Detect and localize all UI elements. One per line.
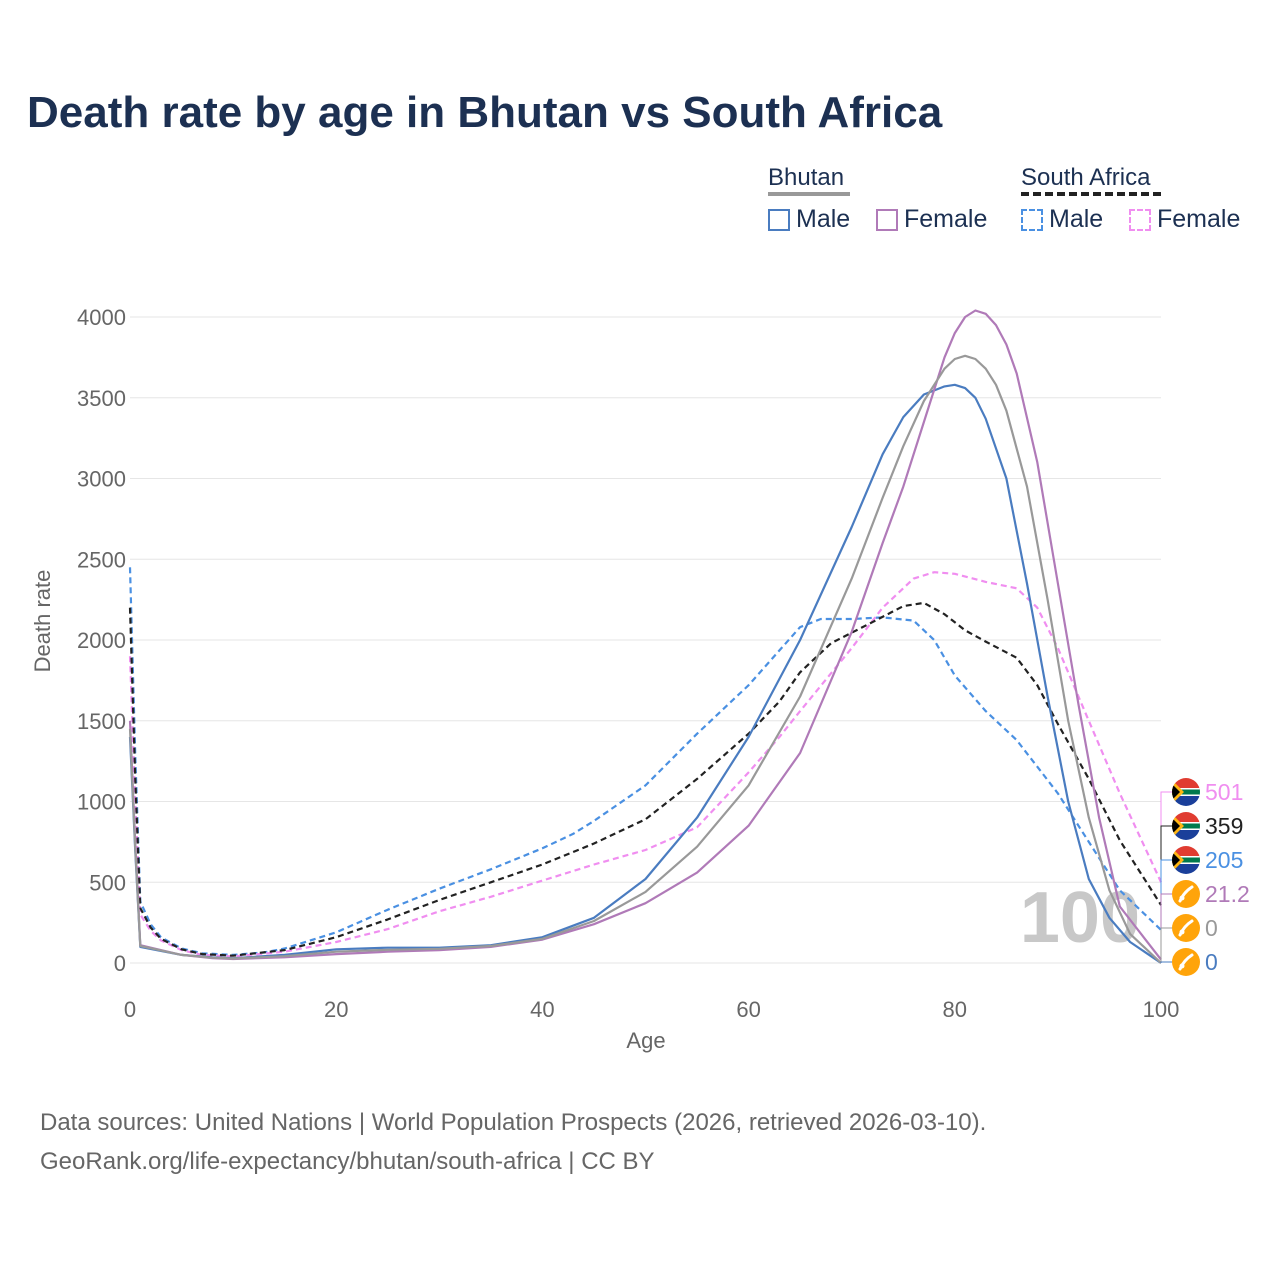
legend-item-south-africa-male[interactable]: Male <box>1021 205 1103 234</box>
end-label-connector <box>1160 893 1172 960</box>
x-tick-label: 40 <box>530 997 554 1022</box>
legend-group-bhutan[interactable]: Bhutan <box>768 164 845 191</box>
end-value-label: 359 <box>1205 813 1243 839</box>
y-tick-label: 1000 <box>77 790 126 815</box>
footer-url[interactable]: GeoRank.org/life-expectancy/bhutan/south… <box>40 1148 655 1175</box>
end-label-connector <box>1160 825 1172 905</box>
x-axis-label: Age <box>626 1028 665 1053</box>
south-africa-flag-icon <box>1172 812 1200 840</box>
y-axis-ticks: 0 500 1000 1500 2000 2500 3000 3500 4000 <box>77 305 126 976</box>
y-tick-label: 0 <box>114 951 126 976</box>
end-label-connector <box>1160 961 1172 963</box>
chart-title: Death rate by age in Bhutan vs South Afr… <box>27 88 943 137</box>
legend-swatch-south-africa-male <box>1021 208 1043 231</box>
end-label-connector <box>1160 791 1172 883</box>
end-value-label: 0 <box>1205 949 1218 975</box>
legend-item-bhutan-female[interactable]: Female <box>876 205 987 234</box>
y-tick-label: 3500 <box>77 386 126 411</box>
legend-swatch-bhutan-female <box>876 208 898 231</box>
y-tick-label: 4000 <box>77 305 126 330</box>
footer-sources: Data sources: United Nations | World Pop… <box>40 1109 987 1136</box>
end-labels: 501 359 205 21.2 0 0 <box>1160 778 1250 976</box>
series-bhutan-male[interactable] <box>128 383 1162 964</box>
series-south-africa-male[interactable] <box>128 567 1162 956</box>
legend-item-bhutan-male[interactable]: Male <box>768 205 850 234</box>
legend-line-bhutan <box>768 192 850 196</box>
end-label-connector <box>1160 859 1172 930</box>
south-africa-flag-icon <box>1172 778 1200 806</box>
y-axis-label: Death rate <box>30 570 55 673</box>
legend-label-south-africa-male: Male <box>1049 205 1104 233</box>
legend-line-south-africa <box>1021 192 1161 196</box>
legend-label-south-africa-female: Female <box>1157 205 1241 233</box>
y-tick-label: 2000 <box>77 628 126 653</box>
y-tick-label: 2500 <box>77 547 126 572</box>
gridlines <box>130 316 1161 964</box>
series-bhutan-total[interactable] <box>128 354 1162 964</box>
bhutan-flag-icon <box>1172 914 1200 942</box>
end-label-connector <box>1160 927 1172 963</box>
x-tick-label: 0 <box>124 997 136 1022</box>
end-value-label: 501 <box>1205 779 1243 805</box>
legend-group-south-africa[interactable]: South Africa <box>1021 164 1151 191</box>
end-value-label: 21.2 <box>1205 881 1250 907</box>
series-lines <box>128 309 1162 964</box>
legend-label-bhutan-male: Male <box>796 205 851 233</box>
south-africa-flag-icon <box>1172 846 1200 874</box>
x-tick-label: 80 <box>943 997 967 1022</box>
x-axis-ticks: 0 20 40 60 80 100 <box>124 997 1179 1022</box>
legend-item-south-africa-female[interactable]: Female <box>1129 205 1240 234</box>
end-value-label: 205 <box>1205 847 1243 873</box>
legend-label-bhutan-female: Female <box>904 205 988 233</box>
x-tick-label: 60 <box>736 997 760 1022</box>
series-south-africa-total[interactable] <box>128 601 1162 957</box>
y-tick-label: 1500 <box>77 709 126 734</box>
x-tick-label: 100 <box>1143 997 1180 1022</box>
bhutan-flag-icon <box>1172 948 1200 976</box>
y-tick-label: 500 <box>89 870 126 895</box>
end-value-label: 0 <box>1205 915 1218 941</box>
legend-swatch-bhutan-male <box>768 208 790 231</box>
series-south-africa-female[interactable] <box>128 571 1162 958</box>
y-tick-label: 3000 <box>77 467 126 492</box>
bhutan-flag-icon <box>1172 880 1200 908</box>
x-tick-label: 20 <box>324 997 348 1022</box>
legend-swatch-south-africa-female <box>1129 208 1151 231</box>
